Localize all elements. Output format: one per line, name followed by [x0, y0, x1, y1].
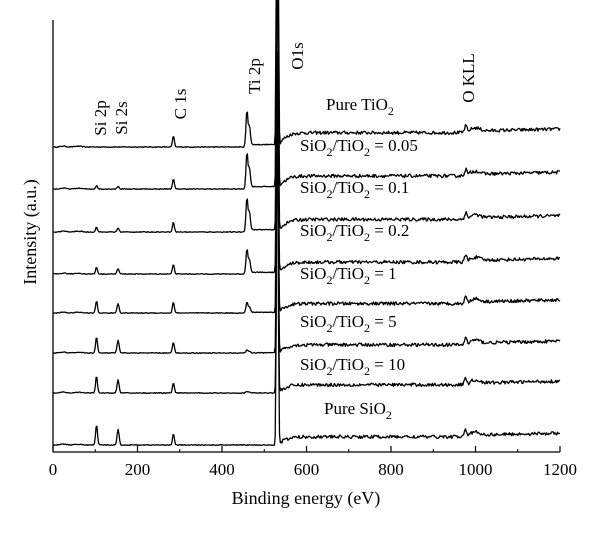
peak-labels: Si 2p Si 2s C 1s Ti 2p O1s O KLL [91, 42, 478, 135]
series-label: Pure TiO2 [326, 95, 394, 118]
series-label: SiO2/TiO2 = 10 [300, 355, 405, 378]
series-label: SiO2/TiO2 = 0.1 [300, 178, 409, 201]
peak-label: O KLL [459, 53, 478, 103]
x-tick-label: 400 [209, 460, 235, 479]
x-tick-label: 200 [125, 460, 151, 479]
series-label: SiO2/TiO2 = 0.05 [300, 136, 418, 159]
x-axis-title: Binding energy (eV) [232, 488, 381, 509]
series-label: Pure SiO2 [324, 399, 392, 422]
series-line [52, 50, 561, 315]
series-line [52, 101, 561, 355]
series-line [52, 68, 561, 447]
x-tick-label: 800 [378, 460, 404, 479]
series-line [52, 0, 561, 149]
x-tick-label: 1200 [543, 460, 577, 479]
peak-label: Si 2s [112, 101, 131, 135]
series-line [53, 0, 561, 234]
series-labels: Pure TiO2 SiO2/TiO2 = 0.05 SiO2/TiO2 = 0.1… [300, 95, 418, 422]
peak-label: Si 2p [91, 100, 110, 135]
peak-label: C 1s [171, 89, 190, 120]
series-label: SiO2/TiO2 = 1 [300, 264, 397, 287]
y-axis-title: Intensity (a.u.) [20, 179, 41, 284]
axes: 0 200 400 600 800 1000 1200 [49, 20, 577, 479]
series-label: SiO2/TiO2 = 5 [300, 312, 397, 335]
series-line [52, 0, 561, 191]
series-label: SiO2/TiO2 = 0.2 [300, 221, 409, 244]
x-tick-label: 1000 [459, 460, 493, 479]
peak-label: Ti 2p [245, 58, 264, 94]
x-tick-label: 600 [294, 460, 320, 479]
x-tick-label: 0 [49, 460, 58, 479]
series-traces [52, 0, 561, 447]
series-line [52, 141, 561, 395]
peak-label: O1s [288, 42, 307, 69]
series-line [52, 0, 560, 276]
